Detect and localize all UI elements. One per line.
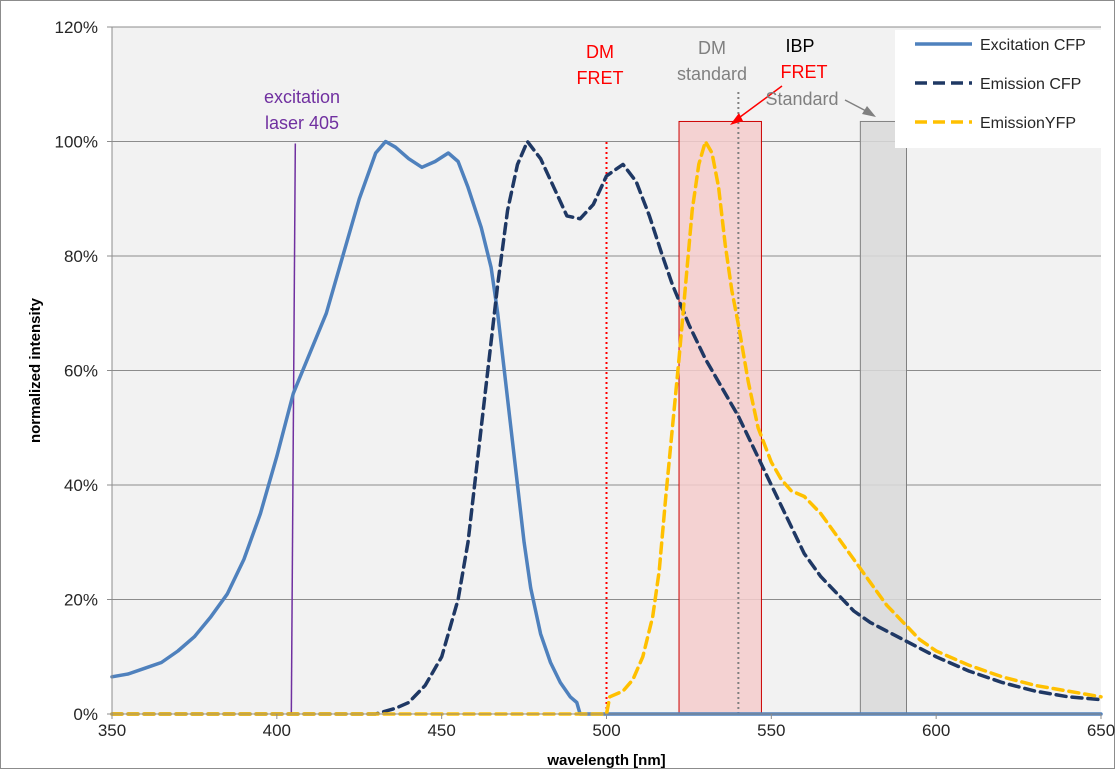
series-line: [110, 139, 1103, 716]
x-axis-title: wavelength [nm]: [546, 752, 665, 769]
dm-fret-label: DM: [586, 42, 614, 62]
ibp-fret-label: FRET: [781, 62, 828, 82]
series-line: [110, 139, 1103, 716]
y-axis-title: normalized intensity: [27, 297, 44, 443]
y-tick-label: 20%: [64, 591, 98, 610]
x-tick-label: 650: [1087, 721, 1115, 740]
x-tick-label: 600: [922, 721, 950, 740]
standard-label: Standard: [765, 89, 838, 109]
y-tick-label: 120%: [55, 18, 98, 37]
legend-label: Emission CFP: [980, 76, 1081, 93]
series-line: [110, 139, 1103, 716]
dm-standard-label: DM: [698, 38, 726, 58]
standard-arrow-head: [862, 106, 876, 117]
laser-label: excitation: [264, 87, 340, 107]
x-tick-label: 500: [592, 721, 620, 740]
filter-band: [859, 120, 907, 715]
x-tick-label: 400: [263, 721, 291, 740]
legend-label: Excitation CFP: [980, 37, 1086, 54]
y-tick-label: 100%: [55, 133, 98, 152]
ibp-arrow-head: [730, 113, 743, 125]
laser-line: [290, 143, 297, 715]
laser-label: laser 405: [265, 113, 339, 133]
y-tick-label: 80%: [64, 247, 98, 266]
x-tick-label: 550: [757, 721, 785, 740]
legend-label: EmissionYFP: [980, 115, 1076, 132]
standard-arrow-line: [844, 99, 869, 113]
ibp-fret-label: IBP: [785, 36, 814, 56]
x-tick-label: 450: [427, 721, 455, 740]
legend-box: [895, 30, 1101, 148]
ibp-arrow-line: [735, 85, 783, 121]
dm-standard-label: standard: [677, 64, 747, 84]
x-tick-label: 350: [98, 721, 126, 740]
y-tick-label: 60%: [64, 362, 98, 381]
dm-fret-label: FRET: [577, 68, 624, 88]
y-tick-label: 40%: [64, 476, 98, 495]
y-tick-label: 0%: [73, 705, 98, 724]
